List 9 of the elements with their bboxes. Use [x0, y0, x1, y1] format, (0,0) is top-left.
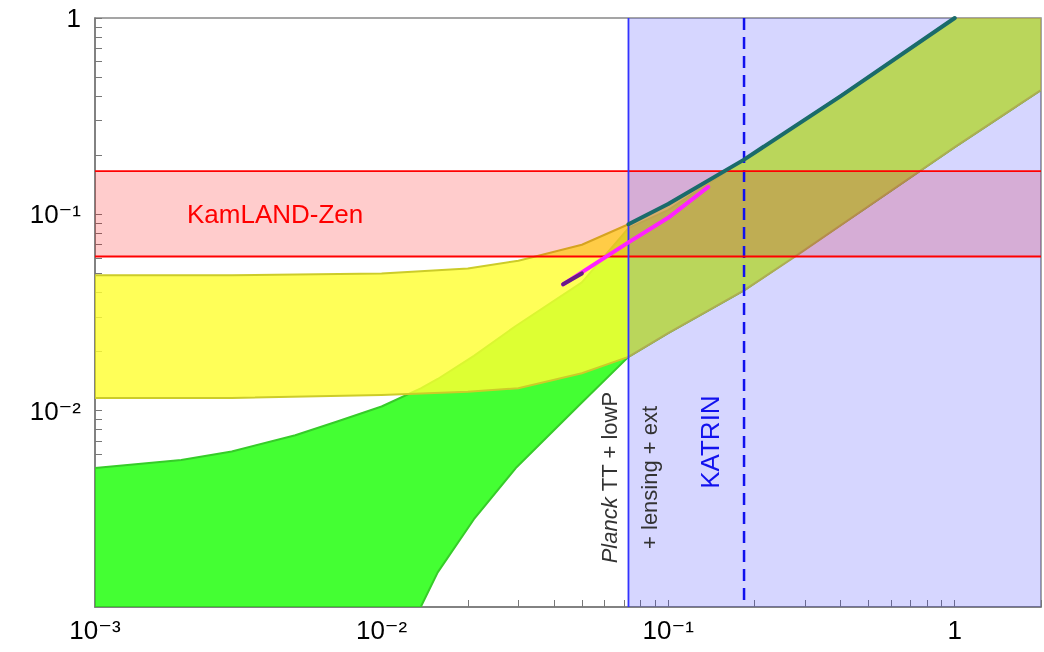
- x-tick-label: 10⁻³: [69, 615, 121, 645]
- band-label: KamLAND-Zen: [187, 198, 364, 229]
- x-tick-label: 10⁻¹: [642, 615, 695, 645]
- y-tick-label: 10⁻²: [29, 395, 82, 426]
- x-tick-label: 10⁻²: [355, 615, 408, 645]
- y-tick-label: 1: [66, 3, 81, 33]
- y-tick-label: 10⁻¹: [29, 199, 82, 230]
- x-tick-label: 1: [947, 615, 962, 645]
- ref-line-label: KATRIN: [695, 395, 726, 489]
